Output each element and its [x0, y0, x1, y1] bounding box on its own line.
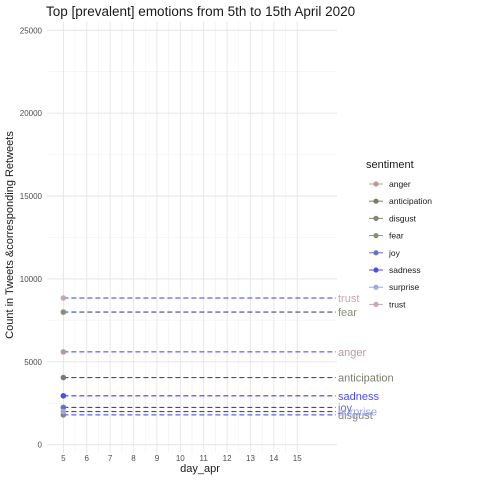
legend-label-surprise: surprise — [389, 282, 420, 292]
legend-label-sadness: sadness — [389, 265, 421, 275]
series-lines — [63, 297, 336, 416]
legend-key-point-joy — [373, 250, 379, 256]
legend-key-point-sadness — [373, 267, 379, 273]
data-point-surprise — [60, 408, 67, 415]
x-axis-title: day_apr — [180, 463, 220, 475]
x-tick-labels: 5 6 7 8 9 10 11 12 13 14 15 — [61, 454, 302, 463]
legend-title: sentiment — [366, 159, 414, 171]
chart-title: Top [prevalent] emotions from 5th to 15t… — [46, 4, 355, 19]
x-tick-label: 9 — [155, 454, 160, 463]
x-tick-label: 8 — [131, 454, 136, 463]
end-label-anger: anger — [338, 347, 366, 359]
y-tick-label: 15000 — [20, 192, 43, 201]
y-tick-label: 25000 — [20, 26, 43, 35]
legend-key-point-anger — [373, 181, 379, 187]
end-label-fear: fear — [338, 307, 357, 319]
x-tick-label: 14 — [269, 454, 278, 463]
x-tick-label: 6 — [85, 454, 90, 463]
x-tick-label: 7 — [108, 454, 113, 463]
data-points — [60, 295, 67, 418]
legend-key-point-anticipation — [373, 198, 379, 204]
y-tick-label: 5000 — [24, 358, 42, 367]
legend: sentiment anger anticipation disgust fear jo… — [366, 159, 432, 309]
end-label-surprise: surprise — [338, 407, 377, 419]
end-label-trust: trust — [338, 293, 359, 305]
legend-key-point-trust — [373, 301, 379, 307]
data-point-fear — [60, 309, 67, 315]
legend-label-disgust: disgust — [389, 213, 417, 223]
data-point-trust — [60, 295, 67, 301]
end-label-anticipation: anticipation — [338, 373, 394, 385]
y-tick-label: 10000 — [20, 275, 43, 284]
end-label-joy: joy — [337, 402, 353, 414]
grid — [47, 22, 337, 453]
x-tick-label: 5 — [61, 454, 66, 463]
end-label-disgust: disgust — [338, 410, 373, 422]
y-tick-label: 0 — [38, 441, 43, 450]
end-label-sadness: sadness — [338, 391, 379, 403]
legend-label-anticipation: anticipation — [389, 196, 432, 206]
legend-key-point-disgust — [373, 215, 379, 221]
legend-label-joy: joy — [388, 248, 401, 258]
x-tick-label: 13 — [246, 454, 255, 463]
legend-label-trust: trust — [389, 299, 406, 309]
y-axis-title: Count in Tweets &corresponding Retweets — [4, 131, 16, 339]
legend-key-point-surprise — [373, 284, 379, 290]
y-tick-label: 20000 — [20, 109, 43, 118]
data-point-sadness — [60, 393, 67, 399]
legend-key-point-fear — [373, 233, 379, 239]
x-tick-label: 11 — [200, 454, 209, 463]
data-point-anger — [60, 349, 67, 355]
data-point-anticipation — [60, 374, 67, 381]
x-tick-label: 10 — [176, 454, 185, 463]
x-tick-label: 15 — [293, 454, 302, 463]
data-point-joy — [60, 404, 67, 411]
x-tick-label: 12 — [223, 454, 232, 463]
legend-label-anger: anger — [389, 179, 411, 189]
y-tick-labels: 0 5000 10000 15000 20000 25000 — [20, 26, 43, 449]
legend-label-fear: fear — [389, 231, 404, 241]
